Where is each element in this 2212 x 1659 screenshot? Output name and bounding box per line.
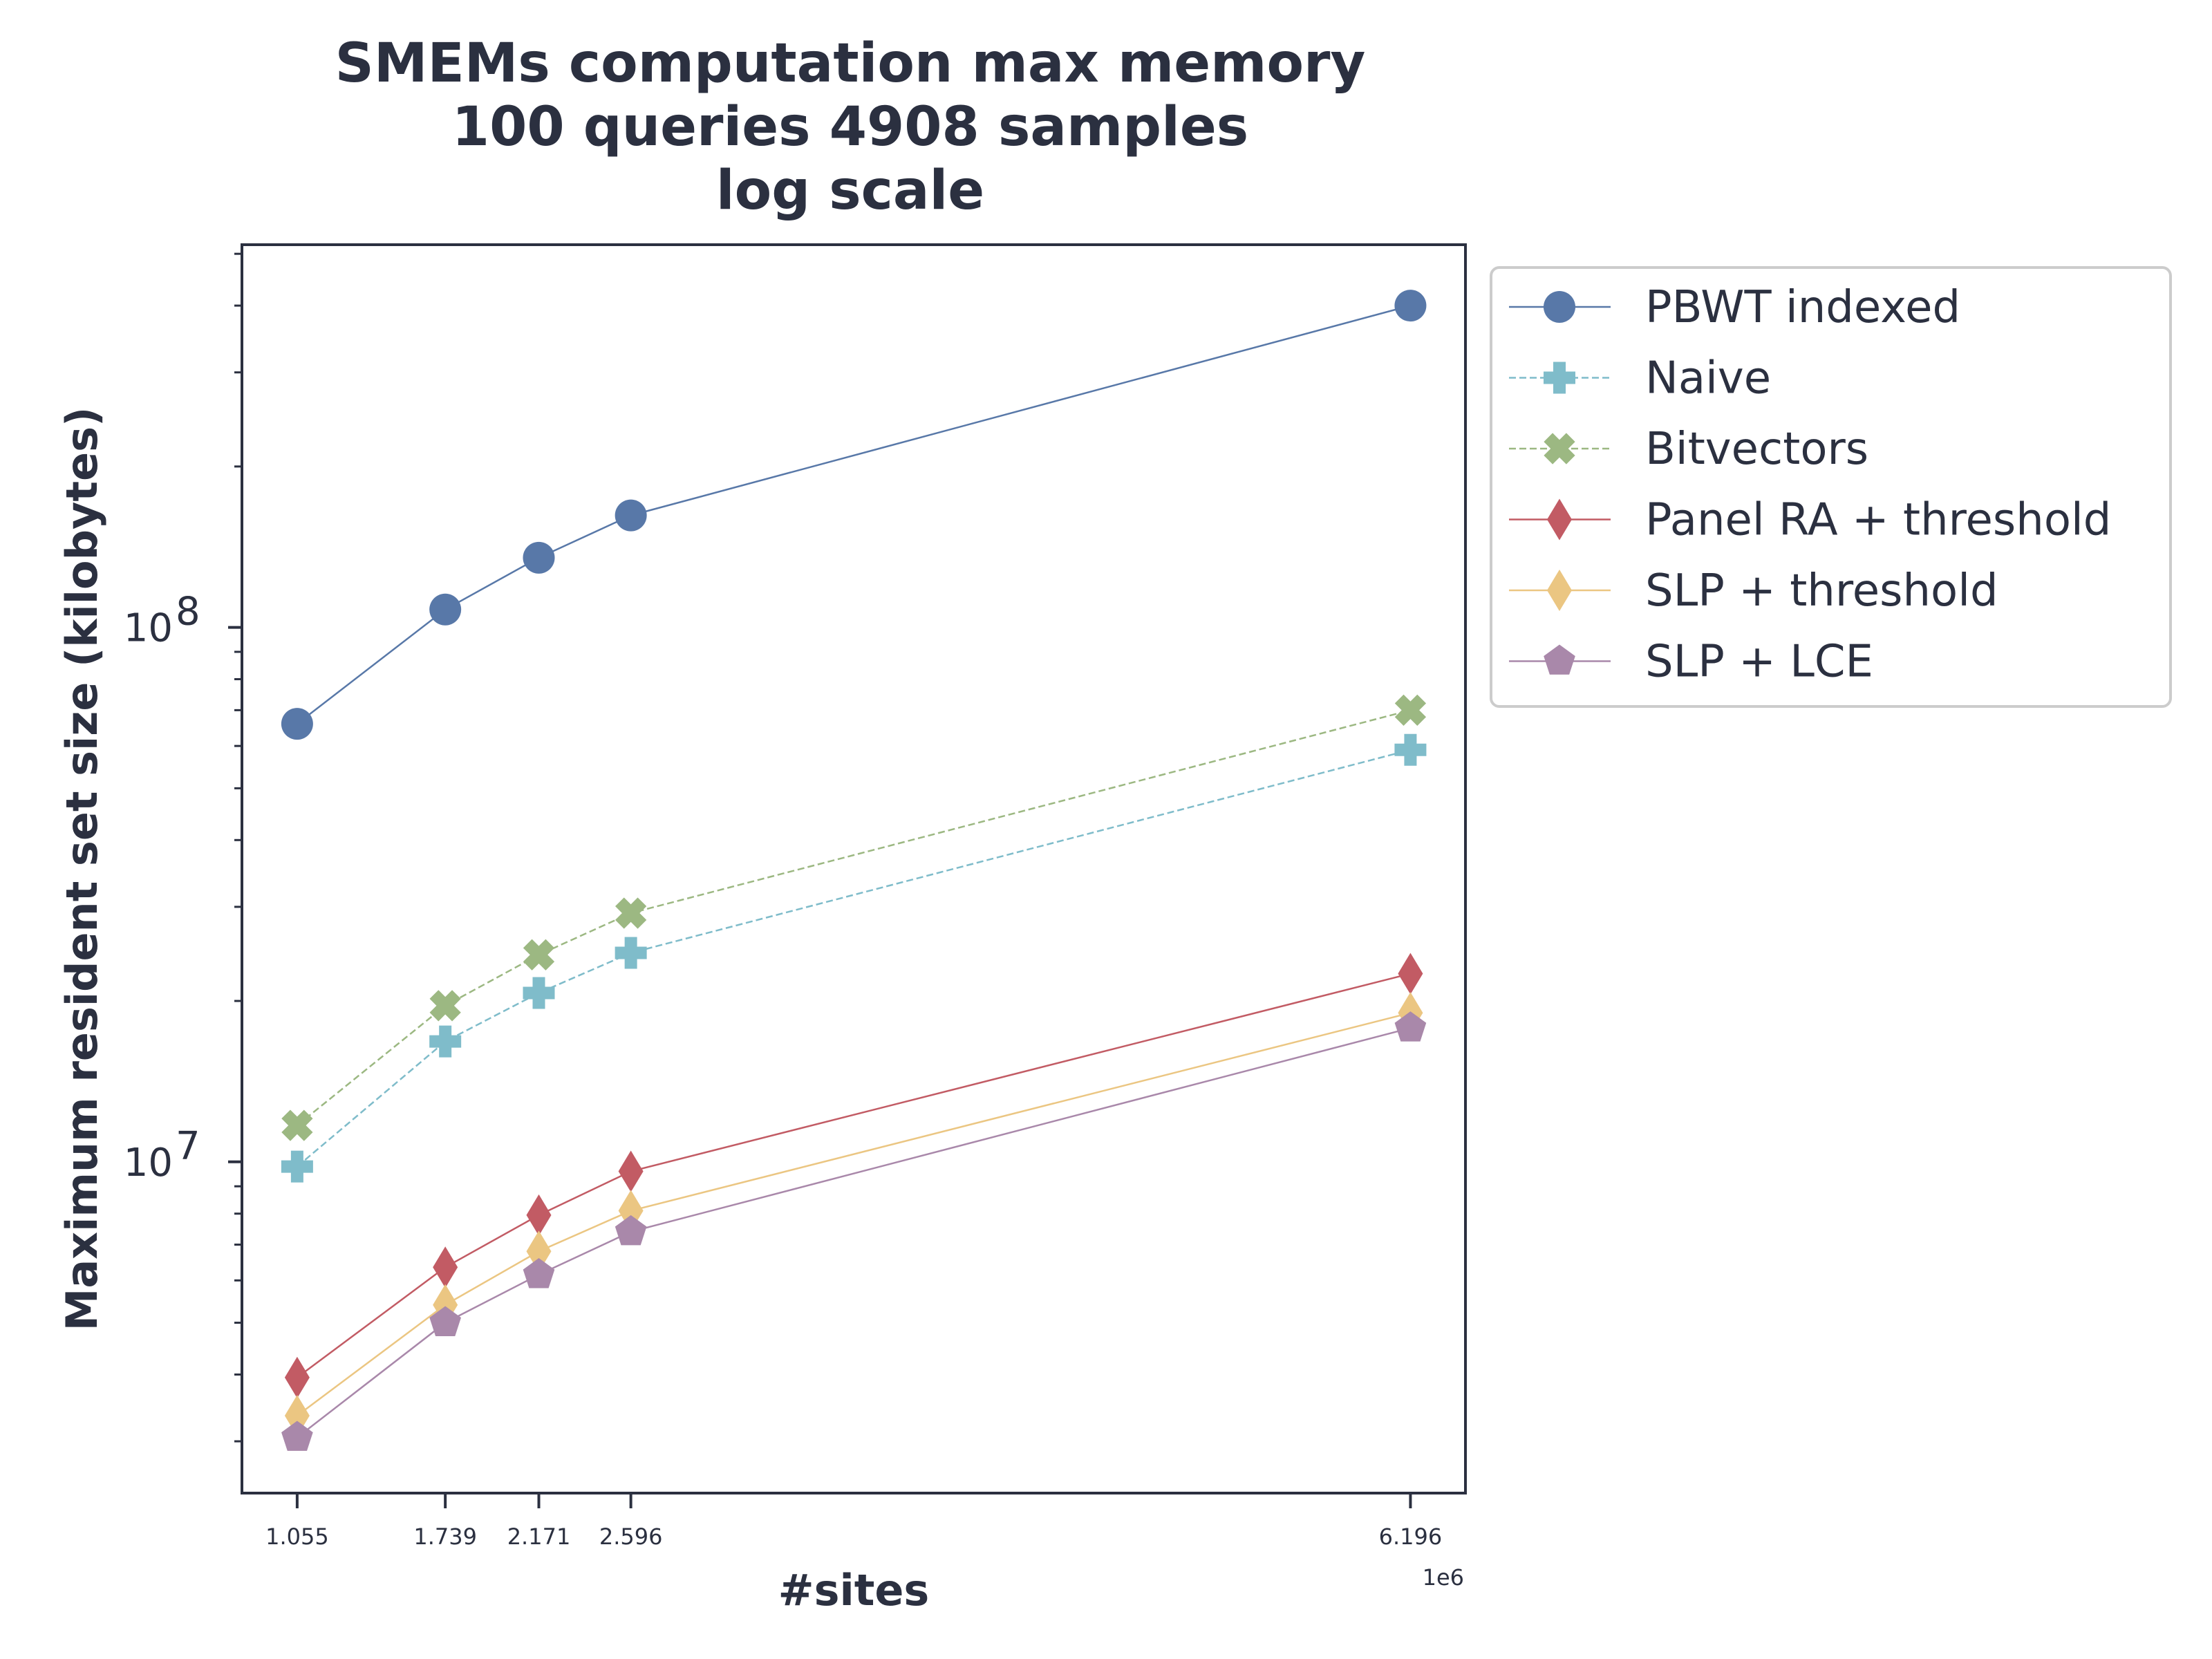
x-axis-ticks: 1.055 1.739 2.171 2.596 6.196	[265, 1493, 1442, 1550]
x-tick-label: 1.055	[265, 1524, 329, 1550]
legend-marker	[1544, 644, 1575, 675]
series-line	[297, 304, 1411, 725]
y-tick-label: 10	[124, 1141, 173, 1185]
legend-label: SLP + threshold	[1645, 565, 1998, 617]
series-line	[297, 973, 1411, 1378]
legend-item: Bitvectors	[1509, 424, 1868, 475]
data-point	[615, 499, 647, 532]
legend-item: SLP + LCE	[1509, 637, 1873, 688]
legend-marker	[1544, 362, 1575, 394]
data-point	[523, 541, 555, 574]
data-point	[1394, 694, 1427, 726]
data-point	[523, 1258, 555, 1288]
data-point	[615, 897, 647, 929]
data-point	[433, 1246, 458, 1288]
data-point	[429, 1306, 461, 1336]
legend-item: PBWT indexed	[1509, 282, 1960, 333]
chart-title-line-1: SMEMs computation max memory	[335, 32, 1366, 95]
legend-label: Bitvectors	[1645, 424, 1868, 475]
y-axis-label: Maximum resident set size (kilobytes)	[57, 407, 107, 1331]
series-layer	[281, 290, 1427, 1451]
plot-area-frame	[241, 243, 1467, 1494]
data-point	[281, 1150, 313, 1183]
series-pbwt-indexed	[281, 290, 1427, 740]
y-tick-label-exponent: 7	[176, 1124, 200, 1169]
legend-label: Panel RA + threshold	[1645, 495, 2111, 546]
data-point	[429, 990, 461, 1022]
series-slp-threshold	[284, 992, 1423, 1437]
x-tick-label: 6.196	[1379, 1524, 1443, 1550]
chart-title: SMEMs computation max memory 100 queries…	[335, 32, 1366, 222]
data-point	[284, 1356, 310, 1398]
legend: PBWT indexed Naive Bitvectors Panel RA + th…	[1490, 266, 2172, 708]
data-point	[429, 593, 462, 626]
data-point	[523, 939, 555, 971]
y-tick-label-base: 10	[124, 606, 173, 651]
data-point	[1394, 290, 1427, 322]
legend-item: Naive	[1509, 353, 1771, 404]
y-tick-label: 10	[124, 606, 173, 651]
series-line	[297, 709, 1411, 1127]
series-slp-lce	[281, 1011, 1427, 1451]
legend-marker	[1547, 570, 1572, 611]
series-naive	[281, 733, 1427, 1183]
data-point	[1398, 953, 1423, 995]
x-axis-label: #sites	[778, 1565, 930, 1615]
data-point	[1394, 1011, 1427, 1042]
legend-item: Panel RA + threshold	[1509, 495, 2111, 546]
data-point	[615, 1215, 647, 1246]
y-tick-label-exponent: 8	[176, 590, 200, 635]
data-point	[526, 1230, 552, 1273]
data-point	[1394, 733, 1427, 766]
data-point	[281, 708, 313, 740]
series-line	[297, 749, 1411, 1168]
legend-frame	[1490, 266, 2172, 708]
x-tick-label: 2.596	[599, 1524, 663, 1550]
legend-marker	[1547, 498, 1572, 541]
data-point	[281, 1109, 313, 1141]
legend-label: PBWT indexed	[1645, 282, 1960, 333]
data-point	[281, 1421, 313, 1451]
series-line	[297, 1012, 1411, 1417]
data-point	[615, 937, 647, 969]
x-tick-label: 1.739	[413, 1524, 477, 1550]
legend-label: Naive	[1645, 353, 1771, 404]
data-point	[618, 1150, 644, 1192]
data-point	[526, 1194, 552, 1236]
chart-title-line-3: log scale	[716, 160, 984, 222]
legend-marker	[1544, 433, 1575, 465]
y-tick-label-base: 10	[124, 1141, 173, 1185]
data-point	[429, 1025, 462, 1058]
series-line	[297, 1027, 1411, 1438]
legend-label: SLP + LCE	[1645, 637, 1873, 688]
legend-item: SLP + threshold	[1509, 565, 1998, 617]
x-tick-label: 2.171	[507, 1524, 571, 1550]
chart-title-line-2: 100 queries 4908 samples	[452, 96, 1248, 158]
series-bitvectors	[281, 694, 1427, 1141]
legend-marker	[1544, 291, 1575, 323]
x-axis-offset-text: 1e6	[1423, 1564, 1464, 1591]
data-point	[523, 977, 555, 1009]
series-panel-ra-threshold	[284, 953, 1423, 1398]
